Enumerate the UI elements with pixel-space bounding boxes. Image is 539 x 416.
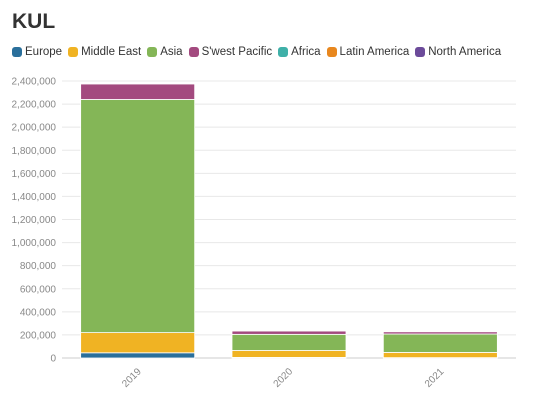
legend-item[interactable]: Africa: [278, 46, 321, 58]
legend-swatch: [147, 47, 158, 57]
legend-label: Asia: [160, 46, 183, 58]
y-tick-label: 800,000: [20, 261, 57, 272]
bar-segment[interactable]: [231, 350, 347, 358]
y-tick-label: 1,200,000: [12, 215, 57, 226]
bar-segment[interactable]: [80, 83, 196, 100]
x-tick-label: 2021: [423, 366, 447, 390]
legend-item[interactable]: Asia: [147, 46, 183, 58]
y-tick-label: 1,000,000: [12, 238, 57, 249]
legend-item[interactable]: Europe: [12, 46, 62, 58]
y-tick-label: 400,000: [20, 307, 57, 318]
y-tick-label: 1,800,000: [12, 146, 57, 157]
legend-item[interactable]: Middle East: [68, 46, 141, 58]
legend-label: North America: [428, 46, 502, 58]
legend-swatch: [188, 47, 199, 57]
chart-legend: Europe Middle East Asia S'west Pacific Afric…: [12, 46, 507, 58]
chart-title: KUL: [12, 10, 56, 33]
legend-item[interactable]: Latin America: [326, 46, 410, 58]
y-tick-label: 1,400,000: [12, 192, 57, 203]
legend-label: Middle East: [81, 46, 142, 58]
legend-item[interactable]: North America: [415, 46, 501, 58]
legend-label: Europe: [25, 46, 63, 58]
legend-label: Latin America: [339, 46, 410, 58]
bar-segment[interactable]: [80, 99, 196, 334]
bar-segment[interactable]: [231, 330, 347, 335]
x-tick-label: 2020: [272, 366, 296, 390]
y-tick-label: 1,600,000: [12, 169, 57, 180]
y-tick-label: 2,000,000: [12, 123, 57, 134]
legend-label: S'west Pacific: [201, 46, 273, 58]
y-tick-label: 600,000: [20, 284, 57, 295]
y-tick-label: 0: [50, 354, 56, 365]
legend-item[interactable]: S'west Pacific: [188, 46, 273, 58]
bar-segment[interactable]: [382, 333, 498, 353]
legend-swatch: [326, 47, 337, 57]
legend-swatch: [278, 47, 289, 57]
y-tick-label: 200,000: [20, 330, 57, 341]
bar-segment[interactable]: [80, 332, 196, 354]
legend-swatch: [415, 47, 426, 57]
bar-segment[interactable]: [382, 352, 498, 359]
legend-label: Africa: [291, 46, 321, 58]
x-tick-label: 2019: [120, 366, 144, 390]
y-tick-label: 2,200,000: [12, 100, 57, 111]
y-tick-label: 2,400,000: [12, 77, 57, 88]
bar-segment[interactable]: [80, 352, 196, 359]
bar-segment[interactable]: [231, 333, 347, 351]
legend-swatch: [68, 47, 79, 57]
legend-swatch: [12, 47, 22, 57]
